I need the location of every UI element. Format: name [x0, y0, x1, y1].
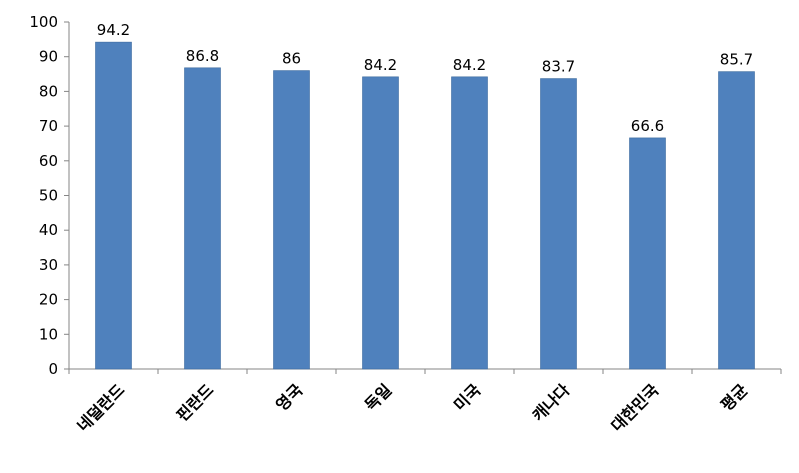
data-label: 84.2 [364, 56, 397, 74]
y-tick-label: 80 [39, 82, 58, 100]
y-tick-label: 90 [39, 48, 58, 66]
data-label: 84.2 [453, 56, 486, 74]
bar [451, 76, 488, 370]
x-tick-label: 핀란드 [173, 380, 218, 425]
y-tick-label: 60 [39, 152, 58, 170]
bars [95, 41, 755, 370]
x-tick-label: 네덜란드 [73, 380, 128, 435]
bar [718, 71, 755, 370]
x-tick-label: 평균 [717, 380, 751, 414]
x-tick-label: 대한민국 [607, 380, 662, 435]
data-label: 83.7 [542, 58, 575, 76]
axes [64, 21, 782, 374]
y-tick-label: 0 [48, 360, 58, 378]
x-tick-label: 영국 [272, 380, 306, 414]
y-tick-label: 100 [29, 13, 58, 31]
y-tick-label: 20 [39, 291, 58, 309]
data-label: 86.8 [186, 47, 219, 65]
y-tick-label: 70 [39, 117, 58, 135]
bar [95, 41, 132, 370]
data-label: 86 [282, 50, 301, 68]
bar [362, 76, 399, 370]
data-label: 66.6 [631, 117, 664, 135]
bar [184, 67, 221, 370]
x-tick-label: 미국 [450, 380, 484, 414]
y-tick-label: 30 [39, 256, 58, 274]
y-tick-label: 40 [39, 221, 58, 239]
data-label: 85.7 [720, 51, 753, 69]
y-tick-label: 50 [39, 187, 58, 205]
data-label: 94.2 [97, 21, 130, 39]
x-tick-label: 캐나다 [529, 380, 574, 425]
y-tick-label: 10 [39, 325, 58, 343]
bar [629, 137, 666, 370]
bar [273, 70, 310, 370]
bar [540, 78, 577, 370]
x-tick-label: 독일 [361, 380, 395, 414]
